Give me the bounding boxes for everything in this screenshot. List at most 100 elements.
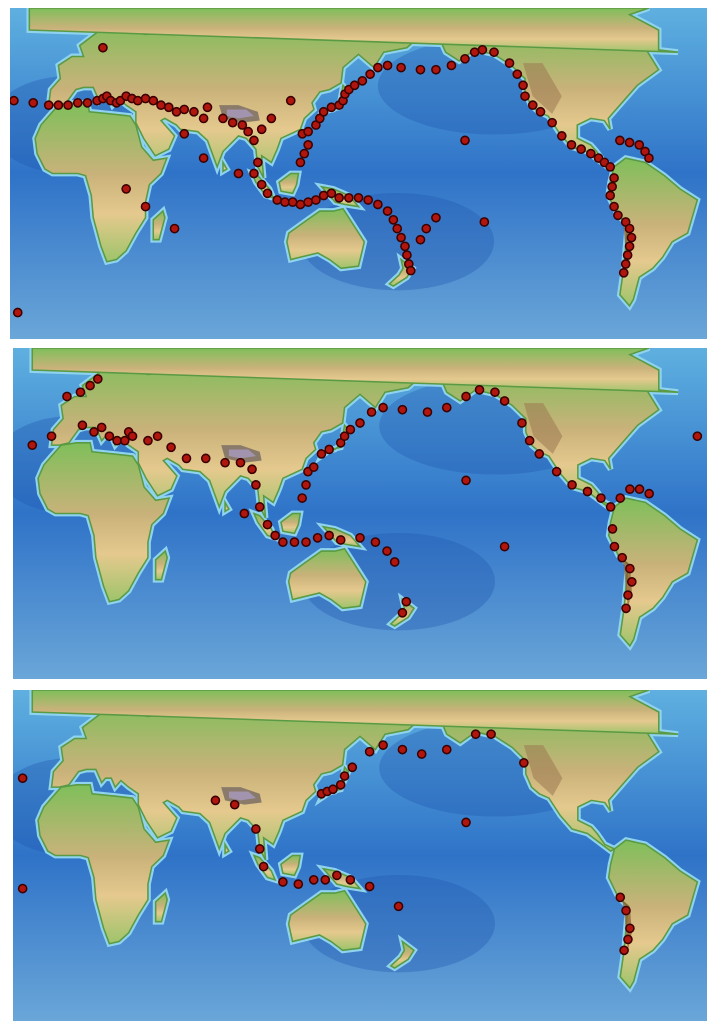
earthquake-marker <box>365 69 375 80</box>
earthquake-marker <box>278 877 288 887</box>
earthquake-marker <box>566 140 577 150</box>
earthquake-marker <box>256 179 267 190</box>
earthquake-marker <box>171 106 182 117</box>
earthquake-marker <box>609 541 620 552</box>
earthquake-marker <box>237 120 248 130</box>
earthquake-marker <box>252 157 263 168</box>
earthquake-marker <box>303 126 314 137</box>
earthquake-marker <box>335 535 346 545</box>
earthquake-marker <box>623 590 633 600</box>
earthquake-marker <box>692 431 703 442</box>
earthquake-marker <box>247 464 257 475</box>
earthquake-marker <box>235 457 246 468</box>
earthquake-marker <box>251 824 261 834</box>
world-map <box>13 348 707 679</box>
earthquake-marker <box>328 784 338 795</box>
earthquake-marker <box>392 223 403 234</box>
earthquake-marker <box>422 407 433 417</box>
earthquake-marker <box>605 162 616 172</box>
earthquake-marker <box>166 442 176 453</box>
map-panel-moderate-events <box>13 348 707 679</box>
earthquake-marker <box>318 190 329 201</box>
earthquake-marker <box>607 181 617 192</box>
earthquake-marker <box>613 210 623 221</box>
earthquake-marker <box>297 493 307 503</box>
earthquake-marker <box>270 530 280 541</box>
earthquake-marker <box>334 192 344 203</box>
earthquake-marker <box>254 502 265 512</box>
earthquake-marker <box>169 223 180 234</box>
earthquake-marker <box>293 879 304 889</box>
earthquake-marker <box>96 422 107 433</box>
earthquake-marker <box>644 153 654 163</box>
earthquake-marker <box>10 95 19 106</box>
earthquake-marker <box>415 234 426 245</box>
earthquake-marker <box>486 729 496 740</box>
earthquake-marker <box>343 192 354 203</box>
earthquake-marker <box>258 861 269 872</box>
earthquake-marker <box>243 126 253 137</box>
earthquake-marker <box>181 453 192 464</box>
earthquake-marker <box>353 192 364 203</box>
earthquake-marker <box>308 874 319 885</box>
earthquake-marker <box>624 137 635 148</box>
earthquake-marker <box>416 749 427 759</box>
earthquake-marker <box>461 817 471 828</box>
earthquake-marker <box>311 195 321 205</box>
earthquake-marker <box>621 905 631 916</box>
earthquake-marker <box>441 402 452 413</box>
earthquake-marker <box>401 596 412 607</box>
earthquake-marker <box>446 60 457 71</box>
earthquake-marker <box>299 148 310 159</box>
earthquake-marker <box>355 418 365 428</box>
earthquake-marker <box>624 241 635 252</box>
earthquake-marker <box>320 874 331 885</box>
earthquake-marker <box>229 799 240 810</box>
earthquake-marker <box>615 892 626 903</box>
earthquake-marker <box>280 197 290 207</box>
earthquake-marker <box>295 199 306 210</box>
earthquake-marker <box>132 95 143 106</box>
earthquake-marker <box>251 480 261 490</box>
earthquake-marker <box>121 184 132 194</box>
map-panel-all-events <box>10 8 707 339</box>
earthquake-marker <box>624 223 635 234</box>
earthquake-marker <box>289 537 300 547</box>
earthquake-marker <box>373 199 383 210</box>
earthquake-marker <box>388 214 399 225</box>
earthquake-marker <box>415 64 426 75</box>
earthquake-marker <box>256 124 267 135</box>
earthquake-marker <box>460 135 470 146</box>
earthquake-marker <box>278 537 288 547</box>
earthquake-marker <box>77 420 88 431</box>
earthquake-marker <box>46 431 57 442</box>
map-panel-major-events <box>13 690 707 1021</box>
earthquake-marker <box>198 113 209 124</box>
earthquake-marker <box>335 779 346 790</box>
earthquake-marker <box>163 102 174 113</box>
earthquake-marker <box>370 537 381 547</box>
earthquake-marker <box>389 557 400 567</box>
earthquake-marker <box>620 259 631 269</box>
earthquake-marker <box>127 431 138 442</box>
earthquake-marker <box>373 62 383 73</box>
earthquake-marker <box>363 195 374 205</box>
earthquake-marker <box>12 307 23 318</box>
earthquake-marker <box>266 113 277 124</box>
earthquake-marker <box>179 128 190 139</box>
earthquake-marker <box>339 431 350 442</box>
earthquake-marker <box>527 100 538 111</box>
earthquake-marker <box>378 740 388 750</box>
earthquake-marker <box>644 488 654 499</box>
earthquake-marker <box>461 391 471 402</box>
earthquake-marker <box>364 881 375 892</box>
earthquake-marker <box>75 387 86 398</box>
earthquake-marker <box>28 97 39 108</box>
earthquake-marker <box>397 404 408 415</box>
earthquake-marker <box>93 374 103 384</box>
earthquake-marker <box>625 563 635 574</box>
earthquake-marker <box>547 117 557 128</box>
landmass <box>287 547 367 610</box>
earthquake-marker <box>17 773 28 784</box>
earthquake-marker <box>490 387 500 398</box>
